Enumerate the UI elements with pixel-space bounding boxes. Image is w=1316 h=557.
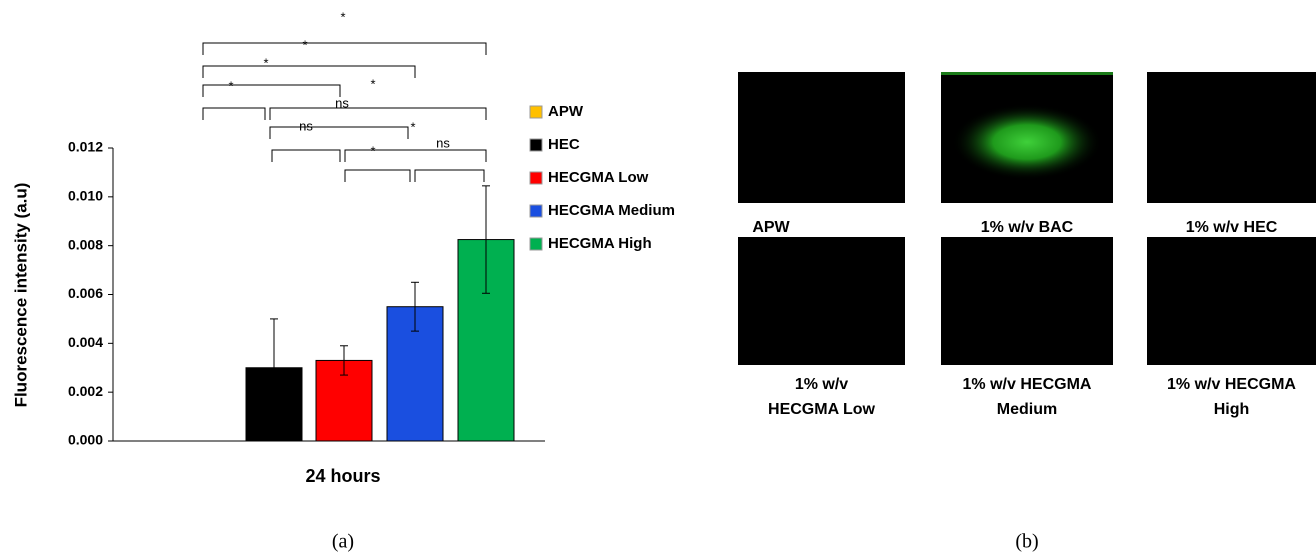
micrograph — [941, 237, 1113, 365]
y-axis-title: Fluorescence intensity (a.u) — [11, 183, 30, 408]
legend-label: HECGMA High — [548, 235, 652, 252]
y-tick-label: 0.008 — [68, 236, 103, 252]
legend-swatch — [530, 205, 542, 217]
significance-bracket — [203, 85, 340, 97]
image-caption: 1% w/v BAC — [981, 219, 1074, 236]
micrograph — [1147, 237, 1316, 365]
significance-label: * — [410, 119, 415, 134]
significance-label: * — [302, 37, 307, 52]
legend-swatch — [530, 106, 542, 118]
image-caption: 1% w/v HECGMA — [963, 376, 1092, 393]
micrograph — [1147, 72, 1316, 203]
legend-swatch — [530, 238, 542, 250]
micrograph — [738, 237, 905, 365]
legend-label: HECGMA Low — [548, 169, 649, 186]
y-tick-label: 0.012 — [68, 139, 103, 155]
significance-bracket — [272, 150, 340, 162]
y-tick-label: 0.000 — [68, 432, 103, 448]
panel-label: (b) — [1015, 531, 1038, 553]
image-caption: HECGMA Low — [768, 401, 876, 418]
significance-bracket — [270, 127, 408, 139]
y-tick-label: 0.010 — [68, 188, 103, 204]
significance-bracket — [345, 150, 486, 162]
significance-bracket — [203, 108, 265, 120]
x-tick-label: 24 hours — [305, 466, 380, 486]
significance-bracket — [203, 66, 415, 78]
significance-label: * — [228, 78, 233, 93]
significance-bracket — [415, 170, 484, 182]
y-tick-label: 0.006 — [68, 285, 103, 301]
image-caption: High — [1214, 401, 1250, 418]
micrograph — [738, 72, 905, 203]
significance-label: * — [263, 55, 268, 70]
image-caption: 1% w/v HEC — [1186, 219, 1278, 236]
significance-label: * — [370, 76, 375, 91]
legend-label: HEC — [548, 136, 580, 153]
legend-swatch — [530, 139, 542, 151]
significance-bracket — [203, 43, 486, 55]
figure: (a) (b) Fluorescence intensity (a.u) 24 … — [0, 0, 1316, 557]
significance-label: * — [370, 143, 375, 158]
image-caption: 1% w/v — [795, 376, 848, 393]
significance-label: ns — [299, 118, 313, 133]
image-caption: 1% w/v HECGMA — [1167, 376, 1296, 393]
significance-label: ns — [436, 135, 450, 150]
panel-label: (a) — [332, 531, 354, 553]
legend-swatch — [530, 172, 542, 184]
fluorescence — [952, 104, 1102, 180]
micrograph-edge — [941, 72, 1113, 75]
image-caption: APW — [752, 219, 790, 236]
significance-label: * — [340, 9, 345, 24]
significance-bracket — [345, 170, 410, 182]
y-tick-label: 0.002 — [68, 383, 103, 399]
legend-label: APW — [548, 103, 584, 120]
image-caption: Medium — [997, 401, 1057, 418]
significance-label: ns — [335, 95, 349, 110]
legend-label: HECGMA Medium — [548, 202, 675, 219]
y-tick-label: 0.004 — [68, 334, 103, 350]
